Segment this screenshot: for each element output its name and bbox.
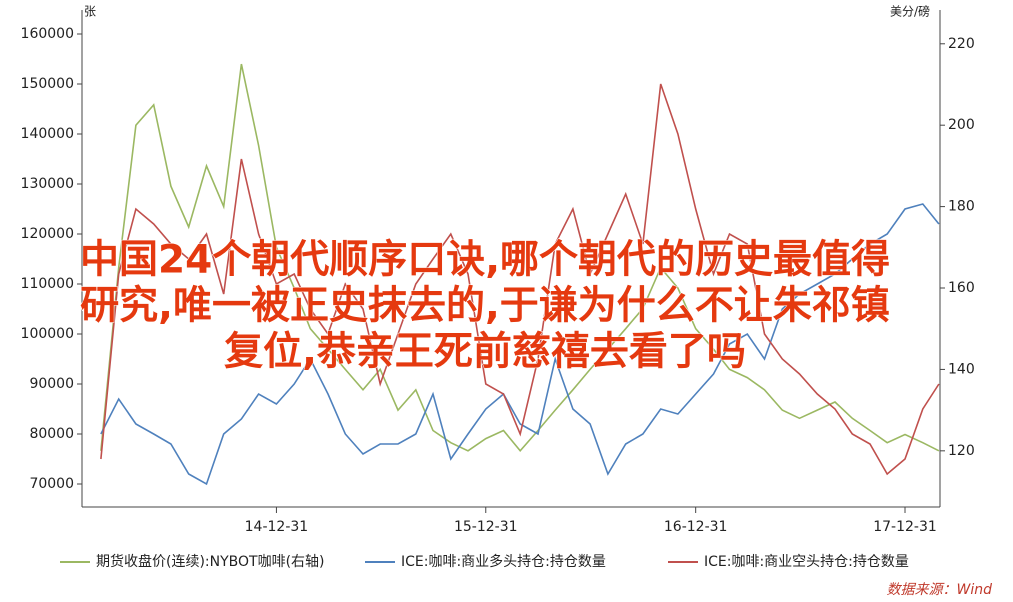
overlay: 中国24个朝代顺序口诀,哪个朝代的历史最值得研究,唯一被正史抹去的,于谦为什么不… bbox=[79, 237, 890, 375]
series-line bbox=[100, 203, 940, 486]
y-unit-label: 张 bbox=[84, 5, 96, 19]
y-tick-label: 120000 bbox=[21, 226, 74, 242]
y-tick-label: 70000 bbox=[29, 476, 74, 492]
legend-label: ICE:咖啡:商业空头持仓:持仓数量 bbox=[704, 554, 909, 570]
y2-tick-label: 200 bbox=[948, 117, 975, 133]
y2-tick-label: 160 bbox=[948, 280, 975, 296]
y-tick-label: 160000 bbox=[21, 26, 74, 42]
y-tick-label: 130000 bbox=[21, 176, 74, 192]
y-tick-label: 150000 bbox=[21, 76, 74, 92]
x-tick-label: 14-12-31 bbox=[245, 519, 309, 535]
overlay-text: 复位,恭亲王死前慈禧去看了吗 bbox=[224, 330, 746, 375]
series-line bbox=[100, 83, 940, 476]
y2-tick-label: 220 bbox=[948, 36, 975, 52]
y2-tick-label: 120 bbox=[948, 443, 975, 459]
y-tick-label: 110000 bbox=[21, 276, 74, 292]
overlay-text: 中国24个朝代顺序口诀,哪个朝代的历史最值得 bbox=[80, 238, 890, 283]
y2-tick-label: 140 bbox=[948, 361, 975, 377]
series-line bbox=[100, 63, 940, 453]
y-tick-label: 100000 bbox=[21, 326, 74, 342]
legend-label: 期货收盘价(连续):NYBOT咖啡(右轴) bbox=[96, 553, 325, 570]
x-tick-label: 15-12-31 bbox=[454, 519, 518, 535]
y2-unit-label: 美分/磅 bbox=[890, 4, 930, 19]
y-tick-label: 140000 bbox=[21, 126, 74, 142]
x-tick-label: 16-12-31 bbox=[664, 519, 728, 535]
overlay-text: 研究,唯一被正史抹去的,于谦为什么不让朱祁镇 bbox=[80, 284, 890, 329]
y-tick-label: 90000 bbox=[29, 376, 74, 392]
x-tick-label: 17-12-31 bbox=[873, 519, 937, 535]
legend-label: ICE:咖啡:商业多头持仓:持仓数量 bbox=[401, 553, 606, 570]
plot-area bbox=[100, 63, 940, 486]
y-tick-label: 80000 bbox=[29, 426, 74, 442]
source-note: 数据来源：Wind bbox=[887, 582, 993, 598]
y2-tick-label: 180 bbox=[948, 199, 975, 215]
